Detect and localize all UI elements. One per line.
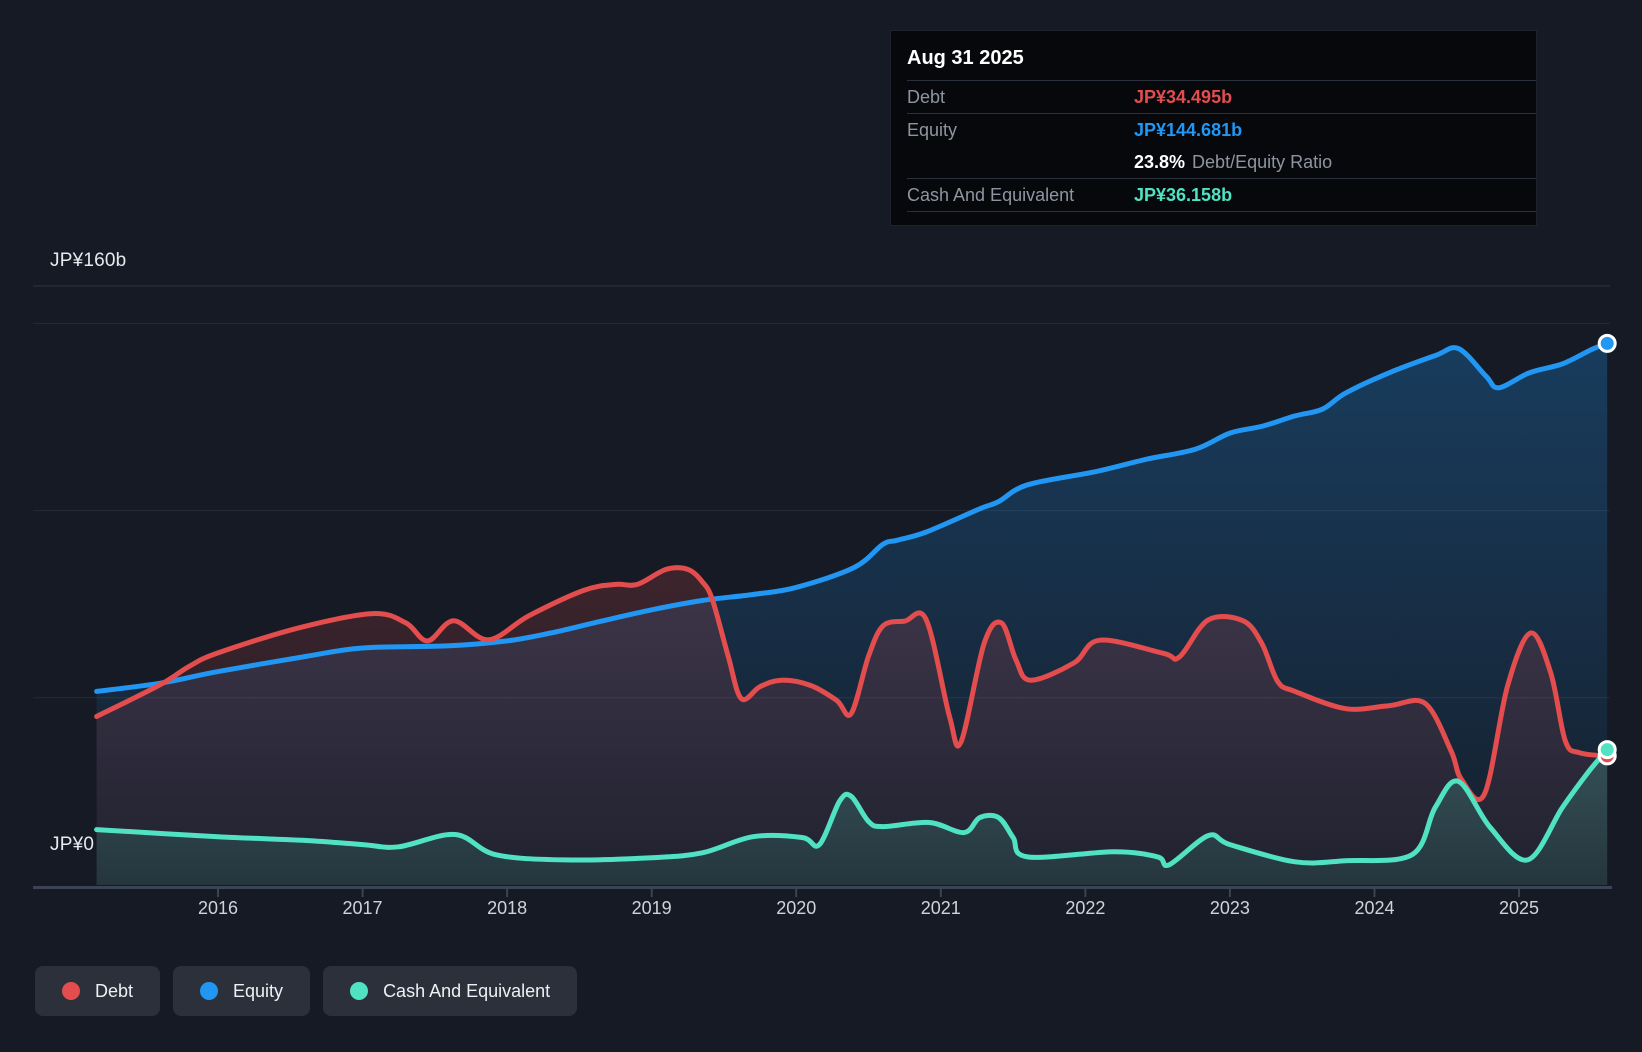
legend-equity-label: Equity xyxy=(233,980,284,1001)
tooltip-divider xyxy=(907,178,1536,179)
tooltip-debt-value: JP¥34.495b xyxy=(1134,86,1233,107)
x-axis-label-2020: 2020 xyxy=(776,898,817,918)
equity-end-marker[interactable] xyxy=(1597,333,1617,353)
x-axis-label-2017: 2017 xyxy=(342,898,383,918)
tooltip-equity-label: Equity xyxy=(907,119,958,140)
x-axis-label-2025: 2025 xyxy=(1499,898,1540,918)
tooltip-ratio-label: Debt/Equity Ratio xyxy=(1192,151,1333,172)
x-axis-label-2021: 2021 xyxy=(920,898,961,918)
legend-item-cash[interactable]: Cash And Equivalent xyxy=(323,966,578,1016)
tooltip-equity-value: JP¥144.681b xyxy=(1134,119,1243,140)
tooltip-row-ratio: 23.8% Debt/Equity Ratio xyxy=(891,146,1536,178)
tooltip-ratio-value: 23.8% xyxy=(1134,151,1186,172)
legend-item-debt[interactable]: Debt xyxy=(35,966,161,1016)
tooltip-row-debt: Debt JP¥34.495b xyxy=(891,81,1536,113)
cash-legend-dot-icon xyxy=(350,982,369,1000)
tooltip-cash-value: JP¥36.158b xyxy=(1134,184,1233,205)
legend-debt-label: Debt xyxy=(95,980,134,1001)
legend-item-equity[interactable]: Equity xyxy=(173,966,311,1016)
x-axis-label-2023: 2023 xyxy=(1209,898,1250,918)
x-axis-label-2022: 2022 xyxy=(1065,898,1106,918)
tooltip: Aug 31 2025 Debt JP¥34.495b Equity JP¥14… xyxy=(890,30,1537,226)
legend-cash-label: Cash And Equivalent xyxy=(383,980,551,1001)
x-axis-label-2019: 2019 xyxy=(631,898,672,918)
tooltip-divider xyxy=(907,80,1536,81)
x-axis-label-2016: 2016 xyxy=(197,898,239,918)
equity-line xyxy=(94,340,1610,694)
tooltip-divider xyxy=(907,113,1536,114)
tooltip-divider xyxy=(907,211,1536,212)
x-axis-label-2024: 2024 xyxy=(1354,898,1395,918)
debt-legend-dot-icon xyxy=(62,982,80,1000)
cash-area xyxy=(96,749,1608,885)
tooltip-cash-label: Cash And Equivalent xyxy=(907,184,1075,205)
cash-end-marker[interactable] xyxy=(1597,740,1617,760)
y-axis-zero-label: JP¥0 xyxy=(50,834,95,855)
tooltip-row-cash: Cash And Equivalent JP¥36.158b xyxy=(891,179,1536,211)
x-axis-label-2018: 2018 xyxy=(487,898,528,918)
debt-area xyxy=(96,567,1608,885)
tooltip-row-equity: Equity JP¥144.681b xyxy=(891,114,1536,146)
y-axis-max-label: JP¥160b xyxy=(50,250,127,271)
tooltip-date: Aug 31 2025 xyxy=(907,47,1024,69)
legend: Debt Equity Cash And Equivalent xyxy=(35,966,578,1016)
debt-line xyxy=(94,565,1610,803)
equity-legend-dot-icon xyxy=(200,982,219,1000)
tooltip-debt-label: Debt xyxy=(907,86,946,107)
cash-line xyxy=(94,747,1610,869)
